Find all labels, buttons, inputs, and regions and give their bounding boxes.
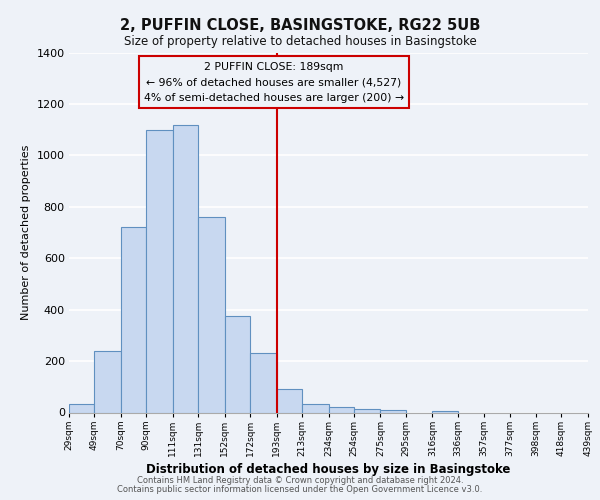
Bar (173, 124, 198, 412)
Bar (198, 217, 225, 412)
Bar (432, 411, 458, 412)
Bar (250, 354, 277, 412)
Bar (94, 351, 121, 412)
Bar (69, 404, 94, 412)
Bar (121, 228, 146, 412)
X-axis label: Distribution of detached houses by size in Basingstoke: Distribution of detached houses by size … (146, 463, 511, 476)
Bar (302, 404, 329, 412)
Text: 2, PUFFIN CLOSE, BASINGSTOKE, RG22 5UB: 2, PUFFIN CLOSE, BASINGSTOKE, RG22 5UB (120, 18, 480, 32)
Text: Contains public sector information licensed under the Open Government Licence v3: Contains public sector information licen… (118, 485, 482, 494)
Bar (224, 316, 250, 412)
Y-axis label: Number of detached properties: Number of detached properties (21, 145, 31, 320)
Bar (277, 390, 302, 412)
Text: Contains HM Land Registry data © Crown copyright and database right 2024.: Contains HM Land Registry data © Crown c… (137, 476, 463, 485)
Bar (329, 408, 354, 412)
Bar (354, 408, 380, 412)
Text: Size of property relative to detached houses in Basingstoke: Size of property relative to detached ho… (124, 35, 476, 48)
Text: 2 PUFFIN CLOSE: 189sqm
← 96% of detached houses are smaller (4,527)
4% of semi-d: 2 PUFFIN CLOSE: 189sqm ← 96% of detached… (144, 62, 404, 102)
Bar (380, 410, 406, 412)
Bar (146, 130, 173, 412)
